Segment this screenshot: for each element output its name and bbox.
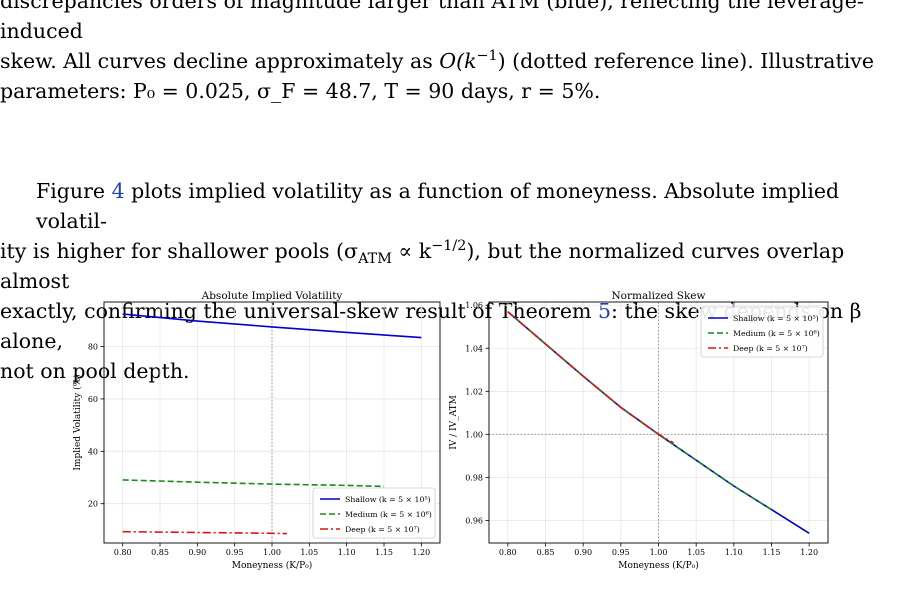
x-axis-label: Moneyness (K/P₀) [618,560,699,571]
figure-link[interactable]: 4 [111,179,125,203]
x-tick-label: 1.15 [375,548,393,557]
legend-label: Deep (k = 5 × 10⁷) [345,525,420,534]
x-tick-label: 0.85 [537,548,555,557]
caption-line-2: skew. All curves decline approximately a… [0,48,874,73]
x-tick-label: 0.95 [226,548,244,557]
x-tick-label: 1.20 [412,548,430,557]
x-tick-label: 0.95 [612,548,630,557]
x-axis-label: Moneyness (K/P₀) [232,560,313,571]
x-tick-label: 1.00 [650,548,668,557]
legend-label: Medium (k = 5 × 10⁶) [345,510,432,519]
x-tick-label: 0.90 [188,548,206,557]
body-line-2: ity is higher for shallower pools (σATM … [0,238,845,293]
caption-paragraph: discrepancies orders of magnitude larger… [0,0,903,106]
body-line-4: not on pool depth. [0,359,190,383]
y-tick-label: 1.02 [465,387,483,396]
theorem-link[interactable]: 5 [598,299,612,323]
legend-label: Shallow (k = 5 × 10⁵) [345,495,431,504]
x-tick-label: 1.05 [300,548,318,557]
body-line-3: exactly, confirming the universal-skew r… [0,299,862,353]
y-tick-label: 1.00 [465,430,483,439]
x-tick-label: 0.90 [574,548,592,557]
x-tick-label: 1.05 [687,548,705,557]
caption-line-1: discrepancies orders of magnitude larger… [0,0,864,43]
x-tick-label: 0.80 [499,548,517,557]
x-tick-label: 1.00 [263,548,281,557]
y-tick-label: 0.96 [465,516,483,525]
x-tick-label: 0.85 [151,548,169,557]
y-tick-label: 0.98 [465,473,483,482]
series-line-3 [122,530,287,535]
y-tick-label: 60 [88,395,98,404]
x-tick-label: 1.10 [725,548,743,557]
x-tick-label: 1.10 [338,548,356,557]
legend-box [312,487,436,539]
x-tick-label: 0.80 [114,548,132,557]
body-paragraph: Figure 4 plots implied volatility as a f… [0,176,903,386]
y-axis-label: Implied Volatility (%) [72,374,83,470]
y-tick-label: 40 [88,447,98,456]
y-tick-label: 20 [88,500,98,509]
x-tick-label: 1.20 [800,548,818,557]
body-line-1: Figure 4 plots implied volatility as a f… [36,179,840,233]
x-tick-label: 1.15 [763,548,781,557]
series-line-2 [122,479,385,488]
caption-line-3: parameters: P₀ = 0.025, σ_F = 48.7, T = … [0,79,601,103]
legend: Shallow (k = 5 × 10⁵) Medium (k = 5 × 10⁶… [312,487,436,539]
y-axis-label: IV / IV_ATM [449,395,459,450]
